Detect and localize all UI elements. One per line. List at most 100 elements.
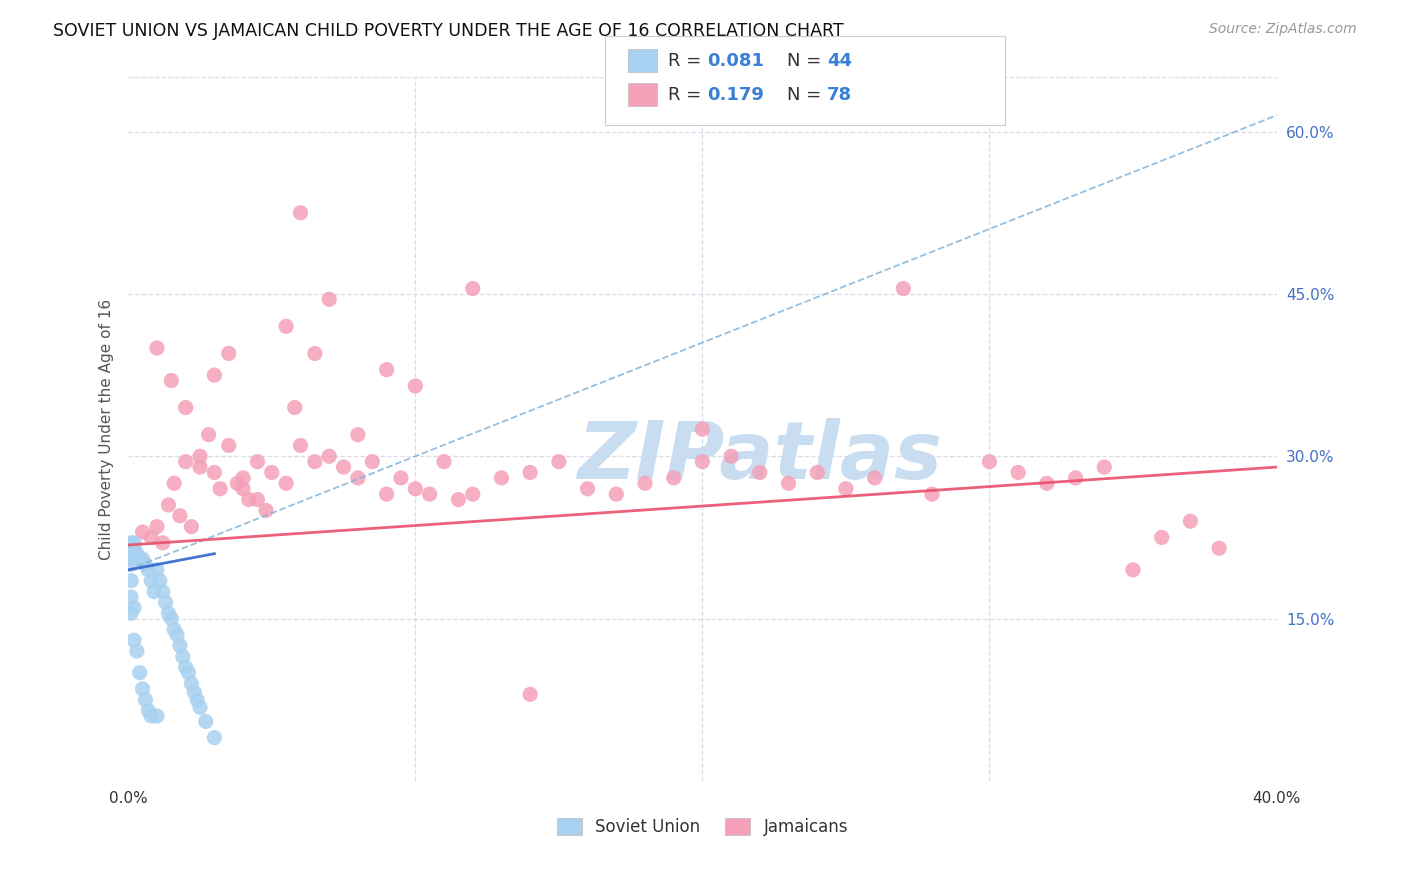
Point (433, 455, 456, 469)
Point (138, 704, 160, 718)
Point (188, 450, 211, 464)
Point (806, 466, 828, 480)
Point (120, 547, 142, 561)
Point (260, 466, 283, 480)
Point (143, 584, 166, 599)
Point (163, 476, 186, 491)
Point (1150, 531, 1173, 545)
Point (183, 685, 205, 699)
Y-axis label: Child Poverty Under the Age of 16: Child Poverty Under the Age of 16 (100, 299, 114, 560)
Point (141, 574, 163, 588)
Point (576, 482, 599, 496)
Point (146, 563, 169, 577)
Point (547, 455, 569, 469)
Point (692, 422, 714, 436)
Point (202, 466, 225, 480)
Point (146, 709, 169, 723)
Point (1064, 471, 1087, 485)
Point (120, 541, 142, 556)
Point (491, 471, 513, 485)
Point (226, 476, 249, 491)
Point (160, 612, 183, 626)
Point (157, 498, 180, 512)
Point (146, 519, 169, 533)
Point (404, 379, 426, 393)
Point (120, 574, 142, 588)
Point (120, 590, 142, 604)
Text: R =: R = (668, 86, 707, 103)
Point (149, 574, 172, 588)
Point (1007, 466, 1029, 480)
Point (202, 368, 225, 383)
Point (332, 460, 354, 475)
Point (276, 319, 298, 334)
Point (177, 665, 200, 680)
Point (232, 482, 254, 496)
Point (375, 362, 398, 376)
Point (290, 205, 312, 219)
Point (209, 482, 232, 496)
Point (186, 693, 208, 707)
Point (146, 341, 169, 355)
Point (120, 558, 142, 572)
Point (218, 346, 240, 360)
Point (122, 536, 145, 550)
Text: SOVIET UNION VS JAMAICAN CHILD POVERTY UNDER THE AGE OF 16 CORRELATION CHART: SOVIET UNION VS JAMAICAN CHILD POVERTY U… (53, 22, 844, 40)
Point (174, 455, 197, 469)
Point (304, 346, 326, 360)
Point (128, 552, 150, 566)
Point (1036, 476, 1059, 491)
Point (166, 628, 188, 642)
Point (120, 552, 142, 566)
Point (125, 547, 148, 561)
Text: 0.179: 0.179 (707, 86, 763, 103)
Point (461, 487, 484, 501)
Point (152, 584, 174, 599)
Point (419, 487, 441, 501)
Point (318, 450, 340, 464)
Point (134, 693, 156, 707)
Point (134, 558, 156, 572)
Point (169, 508, 191, 523)
Point (232, 471, 254, 485)
Point (141, 709, 163, 723)
Point (131, 524, 153, 539)
Text: 44: 44 (827, 52, 852, 70)
Text: Source: ZipAtlas.com: Source: ZipAtlas.com (1209, 22, 1357, 37)
Point (172, 649, 194, 664)
Point (921, 487, 943, 501)
Point (160, 374, 183, 388)
Point (202, 731, 225, 745)
Point (169, 639, 191, 653)
Point (375, 487, 398, 501)
Point (125, 644, 148, 658)
Point (188, 460, 211, 475)
Point (120, 606, 142, 620)
Point (720, 450, 742, 464)
Point (1092, 460, 1115, 475)
Point (122, 541, 145, 556)
Point (519, 687, 541, 701)
Point (389, 471, 412, 485)
Point (447, 492, 470, 507)
Point (138, 563, 160, 577)
Point (120, 536, 142, 550)
Point (1180, 514, 1202, 528)
Point (141, 531, 163, 545)
Point (122, 600, 145, 615)
Point (128, 665, 150, 680)
Point (254, 503, 277, 517)
Point (155, 595, 177, 609)
Point (605, 487, 627, 501)
Point (194, 714, 217, 729)
Point (131, 681, 153, 696)
Point (284, 401, 307, 415)
Point (863, 471, 886, 485)
Point (246, 455, 269, 469)
Point (519, 466, 541, 480)
Point (692, 455, 714, 469)
Point (891, 281, 914, 295)
Point (835, 482, 858, 496)
Legend: Soviet Union, Jamaicans: Soviet Union, Jamaicans (550, 812, 855, 843)
Point (1208, 541, 1230, 556)
